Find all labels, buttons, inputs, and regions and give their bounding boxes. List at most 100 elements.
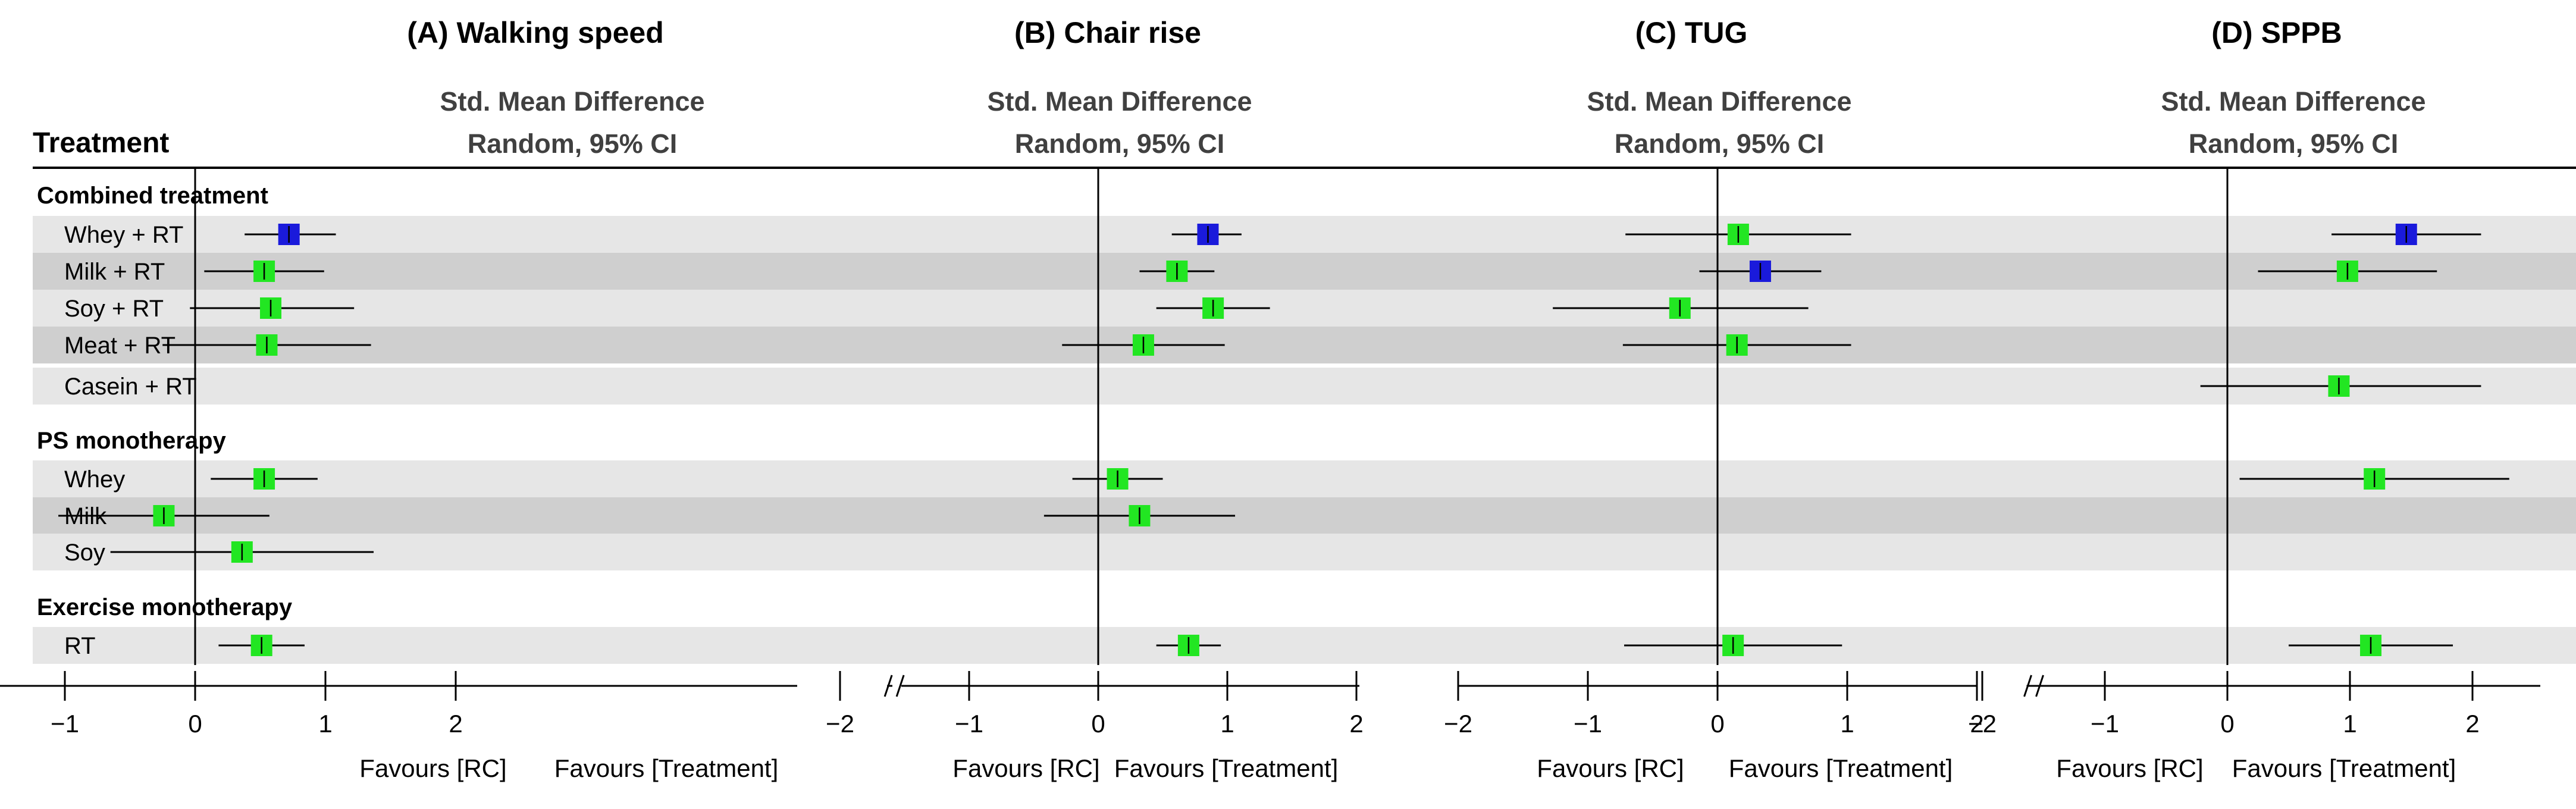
panel-c-tug: (C) TUG Std. Mean Difference Random, 95% C…: [1444, 16, 1984, 782]
row-band-ps-monotherapy-soy: [33, 534, 2576, 570]
estimate-soy-rt: [1156, 297, 1270, 319]
model-label: Random, 95% CI: [1615, 128, 1825, 159]
estimate-whey: [1072, 468, 1163, 490]
estimate-milk-rt: [1139, 261, 1215, 282]
estimate-milk-rt: [204, 261, 324, 282]
row-label-combined-treatment-casein-rt: Casein + RT: [64, 374, 197, 400]
x-tick-label: −1: [955, 710, 983, 738]
axis-break-mark: [2023, 675, 2032, 697]
x-tick-label: 1: [1220, 710, 1234, 738]
row-bands: [33, 216, 2576, 664]
estimate-whey: [211, 468, 318, 490]
estimate-milk-rt: [2258, 261, 2437, 282]
panel-title: (D) SPPB: [2211, 16, 2342, 49]
group-label-ps-monotherapy: PS monotherapy: [37, 428, 227, 454]
row-label-combined-treatment-whey-rt: Whey + RT: [64, 222, 183, 248]
x-tick-label: 0: [1091, 710, 1105, 738]
estimate-whey-rt: [1171, 224, 1242, 245]
group-label-exercise-monotherapy: Exercise monotherapy: [37, 594, 293, 620]
estimate-whey: [2239, 468, 2509, 490]
estimate-rt: [1156, 635, 1221, 656]
x-tick-label: −1: [2091, 710, 2119, 738]
estimate-meat-rt: [162, 334, 371, 356]
x-axis: −2−10123: [1968, 671, 2540, 738]
x-tick-label: −2: [1968, 710, 1997, 738]
axis-break-mark: [895, 675, 905, 697]
axis-break-mark: [2035, 675, 2044, 697]
x-tick-label: −2: [826, 710, 854, 738]
model-label: Random, 95% CI: [1015, 128, 1225, 159]
x-tick-label: 2: [1349, 710, 1363, 738]
estimate-casein-rt: [2200, 375, 2481, 397]
estimate-milk: [58, 505, 269, 526]
x-tick-label: 2: [1970, 710, 1983, 738]
estimate-rt: [1624, 635, 1842, 656]
x-tick-label: 1: [2343, 710, 2356, 738]
x-tick-label: 1: [318, 710, 332, 738]
estimate-milk: [1043, 505, 1236, 526]
row-label-combined-treatment-milk-rt: Milk + RT: [64, 259, 165, 285]
row-label-ps-monotherapy-whey: Whey: [64, 466, 125, 493]
estimate-rt: [218, 635, 305, 656]
row-band-exercise-monotherapy-rt: [33, 627, 2576, 664]
x-tick-label: 0: [188, 710, 202, 738]
row-label-ps-monotherapy-soy: Soy: [64, 540, 105, 566]
favours-rc-label: Favours [RC]: [2056, 754, 2203, 782]
estimate-soy-rt: [190, 297, 355, 319]
panel-b-chair-rise: (B) Chair rise Std. Mean Difference Random…: [826, 16, 1364, 782]
row-band-ps-monotherapy-whey: [33, 460, 2576, 497]
x-tick-label: −1: [1574, 710, 1602, 738]
header: Treatment: [33, 127, 2576, 169]
measure-label: Std. Mean Difference: [440, 86, 704, 117]
panel-title: (A) Walking speed: [407, 16, 664, 49]
model-label: Random, 95% CI: [2189, 128, 2399, 159]
row-band-combined-treatment-milk-rt: [33, 253, 2576, 290]
estimate-soy-rt: [1553, 297, 1809, 319]
measure-label: Std. Mean Difference: [2161, 86, 2425, 117]
treatment-header: Treatment: [33, 127, 169, 159]
x-tick-label: 1: [1840, 710, 1854, 738]
row-band-combined-treatment-casein-rt: [33, 368, 2576, 404]
group-label-combined-treatment: Combined treatment: [37, 183, 268, 209]
estimate-whey-rt: [245, 224, 336, 245]
row-band-combined-treatment-soy-rt: [33, 290, 2576, 327]
estimate-whey-rt: [1625, 224, 1851, 245]
estimate-milk-rt: [1699, 261, 1822, 282]
favours-treatment-label: Favours [Treatment]: [1114, 754, 1339, 782]
measure-label: Std. Mean Difference: [1587, 86, 1851, 117]
estimate-meat-rt: [1622, 334, 1851, 356]
x-tick-label: 2: [449, 710, 462, 738]
row-label-combined-treatment-meat-rt: Meat + RT: [64, 333, 176, 359]
estimate-rt: [2289, 635, 2453, 656]
estimate-soy: [110, 541, 374, 563]
favours-treatment-label: Favours [Treatment]: [554, 754, 779, 782]
estimate-whey-rt: [2331, 224, 2481, 245]
panel-title: (B) Chair rise: [1014, 16, 1201, 49]
x-tick-label: 2: [2465, 710, 2479, 738]
measure-label: Std. Mean Difference: [987, 86, 1252, 117]
favours-treatment-label: Favours [Treatment]: [1729, 754, 1953, 782]
model-label: Random, 95% CI: [468, 128, 678, 159]
row-band-combined-treatment-whey-rt: [33, 216, 2576, 253]
row-band-ps-monotherapy-milk: [33, 497, 2576, 534]
panel-a-walking-speed: (A) Walking speed Std. Mean Difference Ran…: [0, 16, 797, 782]
favours-rc-label: Favours [RC]: [952, 754, 1099, 782]
favours-rc-label: Favours [RC]: [1537, 754, 1684, 782]
panel-d-sppb: (D) SPPB Std. Mean Difference Random, 95% …: [1968, 16, 2540, 782]
x-tick-label: −1: [51, 710, 79, 738]
row-label-exercise-monotherapy-rt: RT: [64, 633, 96, 659]
row-band-combined-treatment-meat-rt: [33, 327, 2576, 363]
x-tick-label: 0: [2220, 710, 2234, 738]
x-tick-label: −2: [1444, 710, 1472, 738]
favours-rc-label: Favours [RC]: [359, 754, 506, 782]
x-tick-label: 0: [1710, 710, 1724, 738]
x-axis: −2 −1 0 1 2: [826, 671, 1364, 738]
axis-break-mark: [883, 675, 893, 697]
estimate-meat-rt: [1062, 334, 1225, 356]
row-label-combined-treatment-soy-rt: Soy + RT: [64, 296, 164, 322]
x-axis: −2 −1 0 1 2: [1444, 671, 1984, 738]
panel-title: (C) TUG: [1635, 16, 1748, 49]
favours-treatment-label: Favours [Treatment]: [2232, 754, 2456, 782]
